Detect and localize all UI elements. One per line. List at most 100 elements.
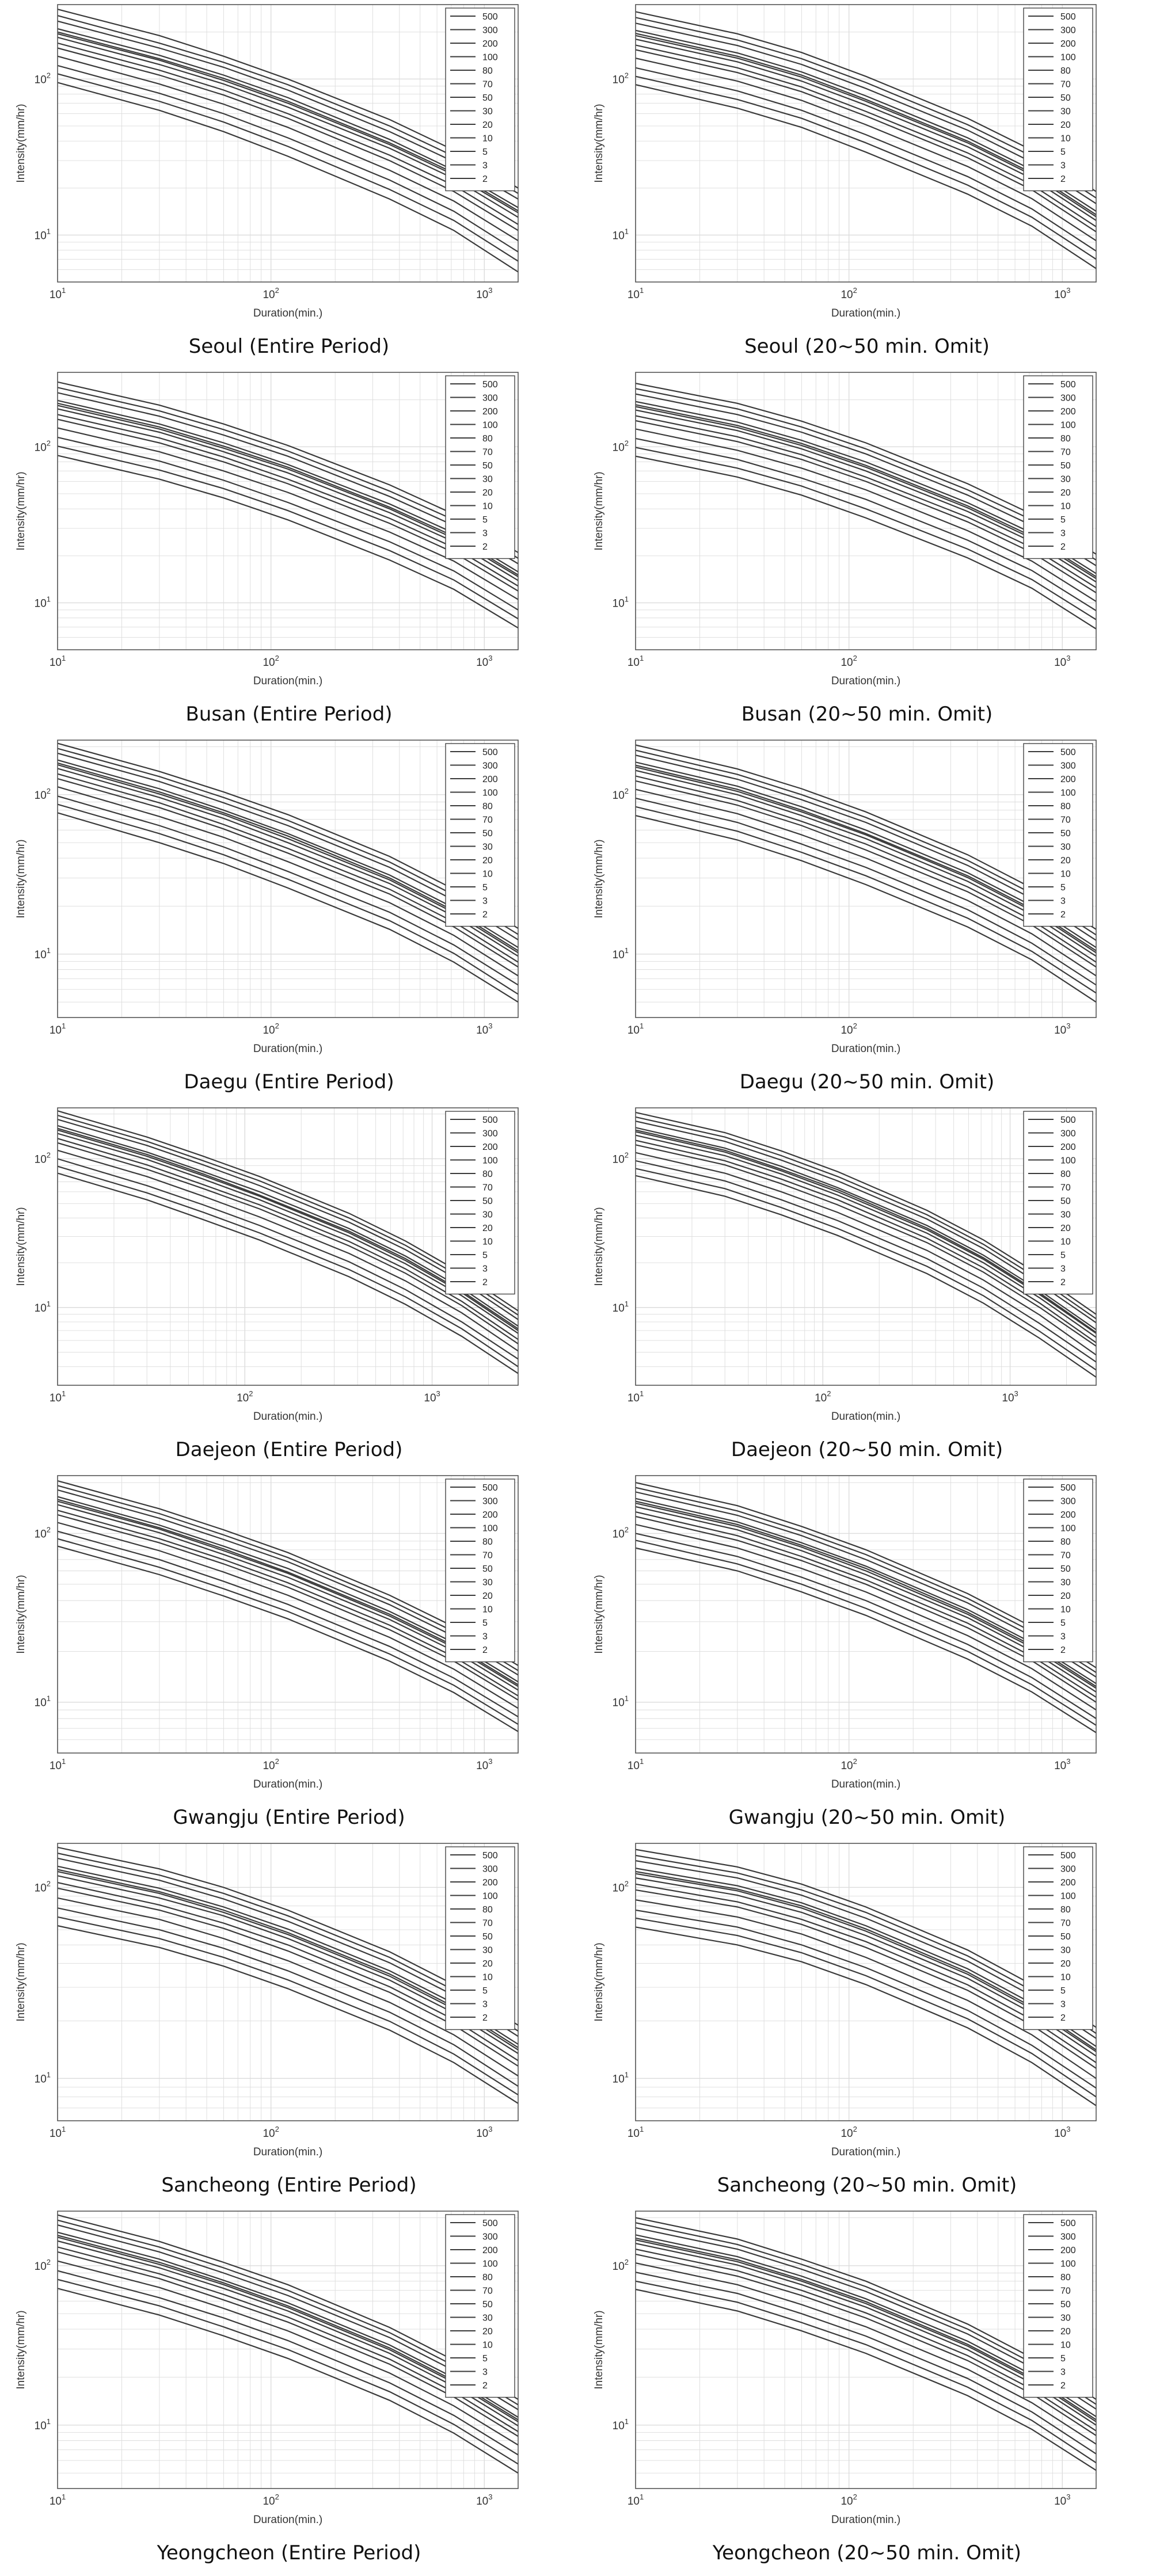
legend-entry: 50 (482, 93, 493, 103)
plot-area (58, 1108, 518, 1385)
legend-entry: 100 (1060, 53, 1076, 63)
legend: 500 300 200 100 80 70 50 30 20 10 5 3 2 (445, 2214, 515, 2398)
legend-entry: 3 (1060, 1632, 1066, 1642)
x-tick-label: 102 (263, 2493, 279, 2508)
legend: 500 300 200 100 80 70 50 30 20 10 5 3 2 (445, 1846, 515, 2030)
legend-entry: 500 (1060, 1115, 1076, 1125)
series-line-2 (58, 455, 518, 629)
series-line-2 (58, 82, 518, 273)
y-axis-label: Intensity(mm/hr) (15, 104, 27, 182)
x-tick-label: 101 (50, 286, 66, 301)
legend-entry: 200 (1060, 407, 1076, 417)
legend-entry: 10 (482, 1973, 493, 1983)
x-tick-label: 103 (1054, 654, 1070, 669)
legend-box (445, 7, 515, 192)
x-tick-label: 103 (1054, 286, 1070, 301)
plot-frame (635, 1475, 1097, 1754)
legend-entry: 50 (482, 1932, 493, 1942)
x-axis-label: Duration(min.) (253, 2146, 322, 2158)
legend-entry: 2 (1060, 1278, 1066, 1287)
y-axis-label: Intensity(mm/hr) (593, 839, 605, 918)
idf-chart-panel: 101 102 103 101 102 Duration(min.) Intensity(m… (0, 736, 578, 1103)
legend-box (445, 2214, 515, 2398)
series-line-5 (58, 436, 518, 611)
series-line-2 (58, 1172, 518, 1374)
series-line-10 (636, 428, 1096, 603)
legend-box (445, 1846, 515, 2030)
x-tick-label: 103 (476, 1757, 492, 1772)
chart-caption: Daejeon (Entire Period) (175, 1438, 403, 1461)
series-line-3 (636, 1539, 1096, 1726)
legend-entry: 5 (482, 147, 488, 157)
legend-entry: 20 (482, 120, 493, 130)
legend-entry: 10 (482, 1237, 493, 1247)
legend-entry: 3 (482, 897, 488, 906)
series-line-5 (636, 1160, 1096, 1363)
series-line-3 (636, 447, 1096, 620)
legend-entry: 200 (482, 775, 498, 784)
plot-frame (635, 1843, 1097, 2121)
x-axis-label: Duration(min.) (253, 675, 322, 687)
y-tick-label: 102 (613, 439, 629, 454)
x-tick-label: 101 (628, 1389, 644, 1404)
idf-chart-panel: 101 102 103 101 102 Duration(min.) Intensity(m… (578, 1839, 1156, 2207)
legend-entry: 10 (1060, 502, 1071, 512)
legend-entry: 80 (1060, 1905, 1071, 1915)
y-tick-label: 101 (613, 2070, 629, 2085)
legend-entry: 70 (1060, 1551, 1071, 1561)
legend-entry: 100 (482, 1524, 498, 1534)
legend: 500 300 200 100 80 70 50 30 20 10 5 3 2 (1023, 1846, 1093, 2030)
legend-entry: 30 (482, 1210, 493, 1220)
x-tick-label: 103 (1054, 1022, 1070, 1037)
legend-entry: 30 (1060, 2314, 1071, 2323)
legend-box (1023, 1846, 1093, 2030)
legend-entry: 70 (482, 2287, 493, 2296)
series-line-30 (636, 1140, 1096, 1343)
legend-entry: 200 (482, 39, 498, 49)
legend-entry: 10 (1060, 1237, 1071, 1247)
legend-entry: 500 (1060, 1483, 1076, 1493)
legend-entry: 300 (1060, 761, 1076, 771)
legend-entry: 5 (1060, 1251, 1066, 1260)
legend-entry: 2 (482, 2381, 488, 2391)
legend-entry: 3 (482, 1632, 488, 1642)
legend-entry: 80 (482, 1169, 493, 1179)
legend-entry: 10 (1060, 134, 1071, 144)
legend-entry: 300 (482, 2232, 498, 2242)
legend-entry: 70 (1060, 1919, 1071, 1929)
x-axis-label: Duration(min.) (831, 2146, 900, 2158)
legend-entry: 20 (482, 488, 493, 498)
plot-frame (57, 4, 519, 283)
legend-entry: 5 (1060, 2354, 1066, 2364)
y-axis-label: Intensity(mm/hr) (593, 2310, 605, 2389)
series-line-10 (636, 1899, 1096, 2079)
series-line-10 (636, 1523, 1096, 1711)
legend-entry: 300 (482, 761, 498, 771)
series-line-3 (58, 1916, 518, 2095)
y-tick-label: 102 (613, 787, 629, 802)
legend: 500 300 200 100 80 70 50 30 20 10 5 3 2 (1023, 7, 1093, 192)
plot-frame (635, 372, 1097, 650)
x-tick-label: 103 (424, 1389, 440, 1404)
x-tick-label: 101 (50, 2493, 66, 2508)
y-tick-label: 101 (35, 946, 51, 961)
x-tick-label: 101 (50, 1022, 66, 1037)
series-line-5 (636, 797, 1096, 986)
y-tick-label: 102 (35, 1879, 51, 1894)
series-line-2 (58, 812, 518, 1003)
series-line-5 (58, 64, 518, 253)
y-axis-label: Intensity(mm/hr) (593, 104, 605, 182)
y-axis-label: Intensity(mm/hr) (15, 471, 27, 550)
x-tick-label: 101 (50, 2125, 66, 2140)
legend-entry: 2 (482, 174, 488, 184)
legend-box (445, 1478, 515, 1663)
legend-entry: 30 (482, 475, 493, 485)
plot-area (636, 1476, 1096, 1753)
legend-box (445, 375, 515, 559)
y-axis-label: Intensity(mm/hr) (15, 1942, 27, 2021)
x-tick-label: 103 (476, 2493, 492, 2508)
x-tick-label: 101 (628, 654, 644, 669)
y-axis-label: Intensity(mm/hr) (15, 1207, 27, 1286)
plot-area (636, 2211, 1096, 2489)
x-tick-label: 103 (1054, 2125, 1070, 2140)
